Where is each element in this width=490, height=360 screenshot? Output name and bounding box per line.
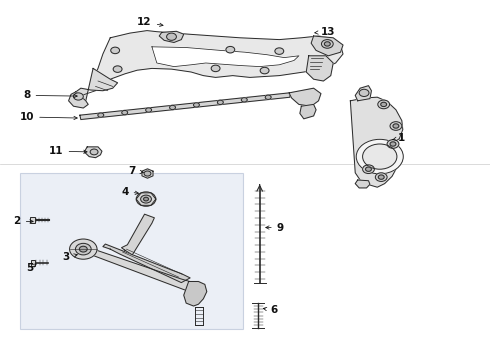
Circle shape (144, 197, 148, 201)
Circle shape (390, 142, 396, 146)
Polygon shape (184, 282, 207, 306)
Circle shape (241, 98, 247, 102)
Circle shape (141, 195, 151, 203)
Polygon shape (152, 47, 299, 67)
Circle shape (387, 140, 399, 148)
Circle shape (170, 105, 175, 110)
Circle shape (90, 149, 98, 155)
Polygon shape (93, 31, 343, 85)
Polygon shape (103, 244, 190, 283)
Circle shape (378, 100, 390, 109)
Circle shape (136, 192, 156, 206)
Text: 3: 3 (63, 252, 77, 262)
Circle shape (363, 165, 374, 174)
Circle shape (363, 144, 397, 169)
Text: 2: 2 (14, 216, 33, 226)
Text: 10: 10 (20, 112, 77, 122)
Circle shape (211, 65, 220, 72)
Polygon shape (76, 68, 118, 101)
Circle shape (260, 67, 269, 74)
Polygon shape (289, 88, 321, 106)
Text: 11: 11 (49, 146, 87, 156)
Text: 6: 6 (263, 305, 278, 315)
Circle shape (390, 122, 402, 130)
Bar (30, 217, 35, 223)
Polygon shape (306, 56, 333, 81)
Polygon shape (300, 104, 316, 119)
Circle shape (218, 100, 223, 104)
Circle shape (113, 66, 122, 72)
Circle shape (194, 103, 199, 107)
Circle shape (70, 239, 97, 259)
Bar (20, 173, 243, 329)
Polygon shape (355, 180, 370, 188)
Text: 13: 13 (315, 27, 336, 37)
Circle shape (265, 95, 271, 99)
Polygon shape (355, 86, 371, 101)
Circle shape (75, 243, 91, 255)
Circle shape (393, 124, 399, 128)
Circle shape (122, 111, 127, 115)
Circle shape (79, 246, 87, 252)
Circle shape (366, 167, 371, 171)
Circle shape (356, 139, 403, 174)
Circle shape (74, 93, 83, 100)
Circle shape (321, 40, 333, 48)
Circle shape (381, 102, 387, 107)
Polygon shape (159, 31, 184, 42)
Circle shape (375, 173, 387, 181)
Polygon shape (69, 92, 88, 108)
Circle shape (111, 47, 120, 54)
Text: 7: 7 (128, 166, 144, 176)
Polygon shape (350, 97, 403, 187)
Polygon shape (311, 36, 343, 56)
Circle shape (98, 113, 104, 117)
Polygon shape (142, 169, 153, 178)
Text: 4: 4 (121, 186, 139, 197)
Circle shape (144, 171, 151, 176)
Polygon shape (84, 147, 102, 158)
Circle shape (167, 33, 176, 40)
Circle shape (378, 175, 384, 179)
Circle shape (275, 48, 284, 54)
Polygon shape (122, 214, 154, 255)
Bar (31, 260, 35, 266)
Text: 9: 9 (266, 222, 284, 233)
Text: 5: 5 (26, 263, 36, 273)
Text: 8: 8 (24, 90, 77, 100)
Text: 12: 12 (137, 17, 163, 27)
Circle shape (359, 89, 369, 96)
Text: 1: 1 (392, 132, 405, 143)
Polygon shape (80, 93, 290, 120)
Polygon shape (71, 244, 200, 292)
Circle shape (226, 46, 235, 53)
Circle shape (146, 108, 151, 112)
Circle shape (324, 42, 330, 46)
